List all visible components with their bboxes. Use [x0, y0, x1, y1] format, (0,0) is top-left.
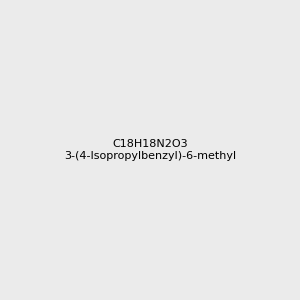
- Text: C18H18N2O3
3-(4-Isopropylbenzyl)-6-methyl: C18H18N2O3 3-(4-Isopropylbenzyl)-6-methy…: [64, 139, 236, 161]
